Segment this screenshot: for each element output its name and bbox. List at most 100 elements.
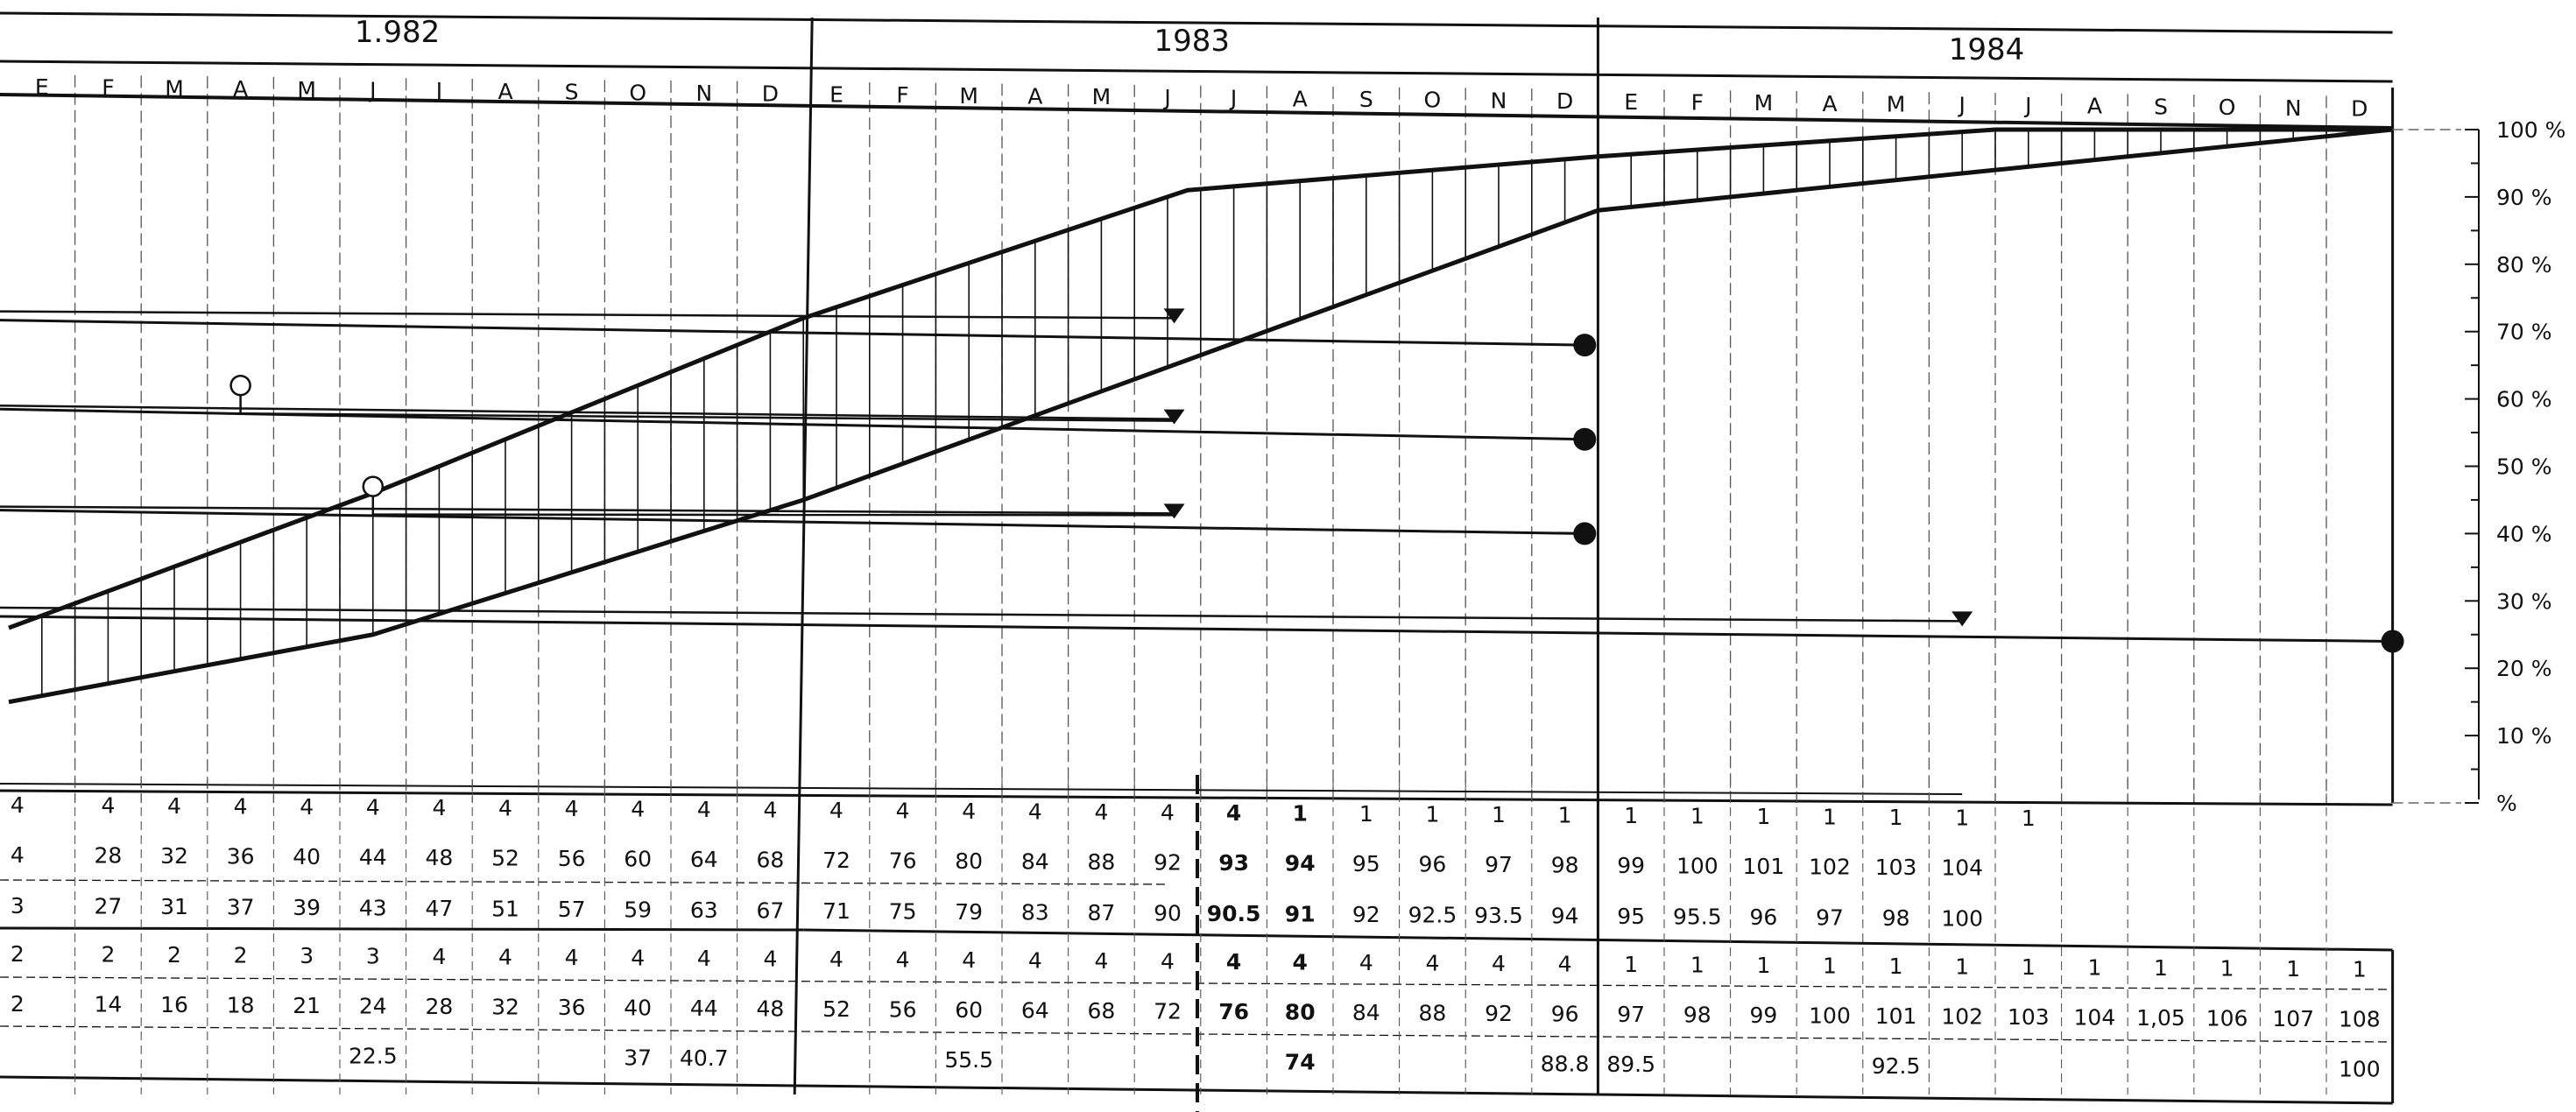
table-cell: 56 xyxy=(889,997,917,1023)
y-axis-tick-label: 100 % xyxy=(2496,117,2565,143)
table-cell: 1 xyxy=(1690,953,1704,978)
table-cell: 64 xyxy=(690,847,718,872)
table-cell: 1 xyxy=(1823,954,1837,979)
table-cell: 99 xyxy=(1749,1003,1777,1028)
month-label: O xyxy=(1424,88,1442,113)
table-cell: 48 xyxy=(425,845,453,870)
open-circle-marker xyxy=(362,475,385,497)
month-label: A xyxy=(498,79,512,104)
month-label: M xyxy=(1887,92,1906,117)
table-cell: 1 xyxy=(1492,802,1506,827)
month-label: J xyxy=(1958,92,1966,117)
filled-dot-marker xyxy=(1573,427,1597,451)
table-cell: 43 xyxy=(359,896,387,921)
table-cell: 2 xyxy=(11,991,25,1017)
filled-dot-marker xyxy=(1573,522,1597,545)
table-cell: 89.5 xyxy=(1606,1052,1655,1077)
month-label: J xyxy=(2023,93,2031,118)
table-cell: 67 xyxy=(756,898,784,924)
table-cell: 96 xyxy=(1418,852,1446,877)
table-cell: 98 xyxy=(1683,1003,1711,1028)
table-cell: 2 xyxy=(11,941,25,967)
table-cell: 32 xyxy=(491,995,519,1020)
table-cell: 1 xyxy=(1425,802,1439,827)
table-cell: 4 xyxy=(11,792,25,818)
table-cell: 80 xyxy=(955,848,983,874)
table-cell: 4 xyxy=(631,797,645,822)
table-cell: 97 xyxy=(1485,852,1513,877)
table-cell: 57 xyxy=(558,897,586,922)
year-label: 1984 xyxy=(1949,32,2025,67)
table-cell: 4 xyxy=(300,794,314,820)
table-cell: 4 xyxy=(763,798,777,823)
bar-plan-line xyxy=(0,310,1175,320)
table-cell: 92.5 xyxy=(1408,903,1457,928)
table-cell: 88 xyxy=(1418,1001,1446,1026)
table-cell: 4 xyxy=(896,799,910,824)
month-label: E xyxy=(1624,89,1638,115)
table-cell: 4 xyxy=(962,799,976,824)
table-cell: 40 xyxy=(624,996,652,1021)
month-label: N xyxy=(2285,95,2302,121)
table-cell: 37 xyxy=(227,895,255,920)
table-cell: 95 xyxy=(1352,851,1380,876)
table-cell: 1 xyxy=(1690,804,1704,829)
month-label: D xyxy=(762,81,779,107)
table-cell: 1 xyxy=(2022,954,2036,980)
table-cell: 18 xyxy=(227,993,255,1018)
bar-actual-line xyxy=(0,615,2393,643)
table-cell: 2 xyxy=(234,943,248,968)
table-cell: 1 xyxy=(1558,803,1572,828)
y-axis-tick-label: % xyxy=(2496,791,2517,816)
table-cell: 1 xyxy=(2353,957,2367,982)
table-cell: 2 xyxy=(167,942,181,968)
table-cell: 1 xyxy=(2022,806,2036,831)
table-cell: 24 xyxy=(359,994,387,1019)
table-cell: 48 xyxy=(756,996,784,1022)
y-axis-tick-label: 20 % xyxy=(2496,656,2552,681)
bar-lower-plan-line xyxy=(372,513,1175,517)
open-circle-marker xyxy=(229,374,251,397)
table-cell: 63 xyxy=(690,897,718,923)
bar-plan-line xyxy=(0,606,1963,623)
table-cell: 14 xyxy=(94,992,122,1017)
table-cell: 99 xyxy=(1617,853,1645,878)
table-cell: 92.5 xyxy=(1872,1053,1921,1079)
table-cell: 1 xyxy=(2087,955,2101,981)
table-cell: 36 xyxy=(558,995,586,1020)
table-cell: 88.8 xyxy=(1541,1052,1590,1077)
table-cell: 4 xyxy=(1094,799,1108,825)
month-label: S xyxy=(1359,87,1373,112)
table-cell: 31 xyxy=(160,894,188,919)
month-label: O xyxy=(629,80,646,105)
triangle-marker xyxy=(1951,611,1973,627)
table-cell: 1 xyxy=(1292,801,1307,827)
month-label: F xyxy=(1691,90,1704,116)
table-cell: 92 xyxy=(1154,850,1182,876)
table-cell: 107 xyxy=(2272,1006,2314,1031)
table-cell: 4 xyxy=(1558,952,1572,977)
year-label: 1.982 xyxy=(355,15,440,50)
table-cell: 60 xyxy=(955,997,983,1023)
table-cell: 97 xyxy=(1816,905,1844,931)
table-cell: 80 xyxy=(1285,1000,1316,1025)
table-cell: 4 xyxy=(697,946,711,971)
table-cell: 52 xyxy=(491,846,519,871)
y-axis-tick-label: 60 % xyxy=(2496,387,2552,412)
table-cell: 95.5 xyxy=(1673,904,1722,930)
table-cell: 90 xyxy=(1154,901,1182,926)
table-cell: 102 xyxy=(1809,855,1851,880)
bar-plan-line xyxy=(0,505,1175,515)
table-cell: 64 xyxy=(1021,998,1049,1024)
table-cell: 98 xyxy=(1551,853,1579,878)
table-cell: 4 xyxy=(167,793,181,819)
y-axis-tick-label: 10 % xyxy=(2496,723,2552,749)
month-label: D xyxy=(2351,96,2368,122)
month-label: S xyxy=(565,80,579,105)
table-cell: 1 xyxy=(1823,805,1837,830)
table-cell: 91 xyxy=(1285,902,1316,927)
table-cell: 96 xyxy=(1749,904,1777,930)
table-cell: 71 xyxy=(822,898,850,924)
y-axis-tick-label: 70 % xyxy=(2496,320,2552,345)
table-cell: 4 xyxy=(366,795,380,820)
